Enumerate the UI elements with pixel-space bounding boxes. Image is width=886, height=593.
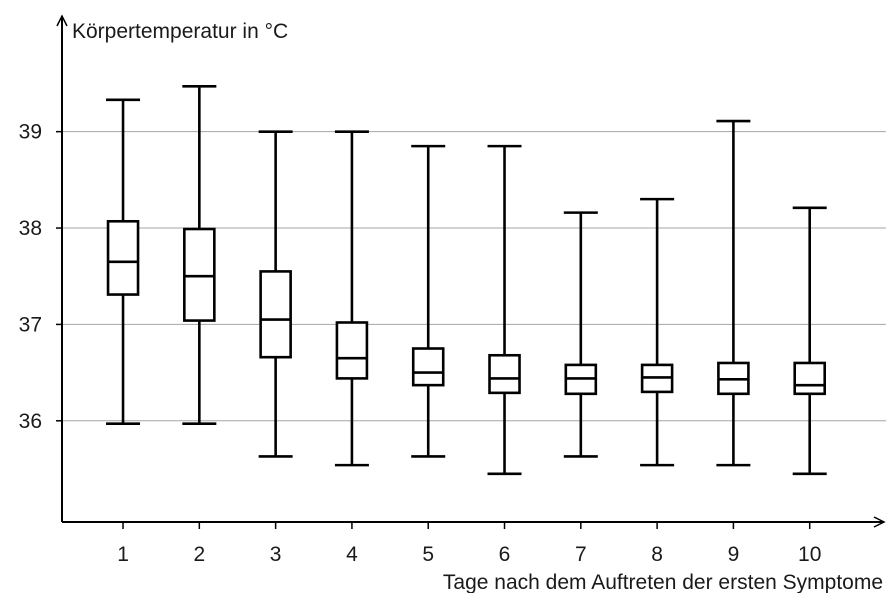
x-tick-label-9: 9 [728, 543, 740, 566]
box-day-8 [640, 197, 675, 467]
iqr-box [488, 353, 521, 395]
x-tick-label-7: 7 [575, 543, 587, 566]
iqr-box [259, 270, 292, 359]
x-tick-label-8: 8 [651, 543, 663, 566]
iqr-box [411, 347, 445, 387]
y-ticks: 36 37 38 39 [19, 121, 62, 433]
box-day-6 [487, 144, 522, 476]
y-tick-label-37: 37 [19, 313, 42, 336]
box-day-7 [563, 211, 598, 458]
x-tick-label-3: 3 [270, 543, 282, 566]
iqr-box [793, 361, 827, 396]
x-tick-label-10: 10 [798, 543, 821, 566]
box-day-1 [106, 98, 141, 425]
box-day-4 [334, 130, 369, 467]
y-tick-label-36: 36 [19, 410, 42, 433]
x-tick-label-2: 2 [193, 543, 205, 566]
x-tick-label-5: 5 [422, 543, 434, 566]
box-day-9 [716, 119, 751, 467]
x-tick-label-4: 4 [346, 543, 358, 566]
iqr-box [183, 227, 216, 322]
y-tick-label-39: 39 [19, 121, 42, 144]
x-tick-label-1: 1 [117, 543, 129, 566]
x-axis-arrowhead [873, 516, 886, 528]
x-tick-label-6: 6 [499, 543, 511, 566]
x-axis-label: Tage nach dem Auftreten der ersten Sympt… [443, 571, 883, 593]
y-axis-arrowhead [56, 14, 68, 27]
box-day-10 [792, 206, 827, 476]
axes [56, 14, 886, 528]
x-ticks: 1 2 3 4 5 6 7 8 9 10 [117, 522, 821, 566]
iqr-box [335, 321, 369, 380]
y-axis-label: Körpertemperatur in °C [72, 20, 288, 43]
box-day-3 [258, 130, 293, 458]
box-day-2 [182, 85, 217, 425]
boxes [106, 85, 827, 476]
y-tick-label-38: 38 [19, 217, 42, 240]
iqr-box [106, 219, 140, 296]
box-day-5 [411, 144, 446, 458]
